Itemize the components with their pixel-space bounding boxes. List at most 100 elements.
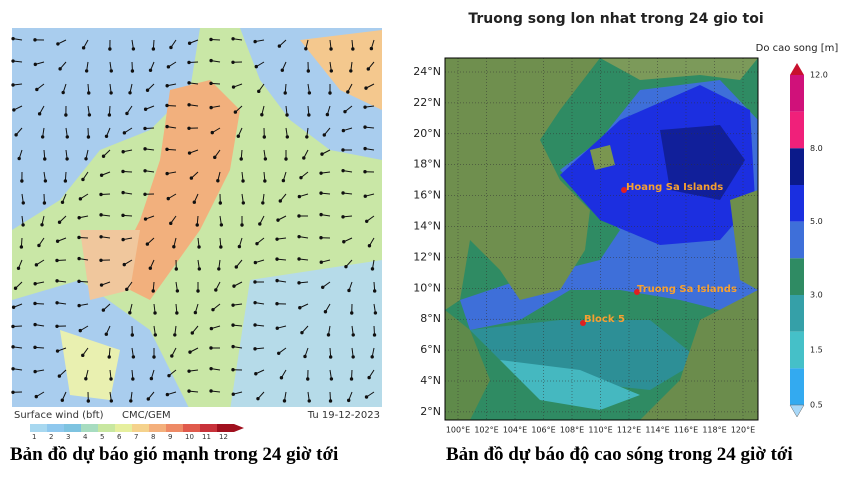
wind-arrow-head bbox=[109, 91, 113, 95]
legend-label: 1.5 bbox=[810, 346, 823, 355]
wind-scale-label: 8 bbox=[151, 433, 155, 440]
wind-arrow-head bbox=[195, 223, 199, 227]
wind-arrow-head bbox=[55, 258, 59, 263]
wind-arrow-head bbox=[16, 266, 21, 270]
wind-arrow-head bbox=[20, 179, 24, 183]
wind-arrow-head bbox=[57, 220, 62, 224]
wind-arrow-head bbox=[187, 103, 191, 107]
wind-arrow-head bbox=[277, 351, 281, 355]
wind-arrow-head bbox=[322, 133, 327, 137]
wind-scale-cell bbox=[200, 424, 217, 432]
wind-arrow-head bbox=[253, 39, 257, 44]
wind-arrow-head bbox=[305, 135, 309, 139]
wind-arrow-head bbox=[347, 288, 351, 293]
wind-arrow-head bbox=[346, 398, 351, 403]
wind-arrow-head bbox=[104, 134, 109, 138]
wind-arrow-head bbox=[306, 377, 310, 381]
wind-arrow-head bbox=[363, 146, 367, 151]
wind-arrow-head bbox=[169, 45, 173, 50]
wind-arrow-head bbox=[255, 241, 259, 246]
wind-arrow-head bbox=[87, 113, 92, 117]
wind-arrow-head bbox=[130, 333, 135, 337]
wind-arrow-head bbox=[209, 346, 213, 350]
wind-arrow-head bbox=[187, 126, 191, 130]
wind-scale-cell bbox=[166, 424, 183, 432]
wind-arrow-head bbox=[240, 223, 244, 227]
wave-map: 24°N 22°N 20°N 18°N 16°N 14°N 12°N 10°N 8°N 6°N 4°… bbox=[413, 57, 759, 435]
wind-arrow-head bbox=[370, 355, 374, 359]
wind-footer: Surface wind (bft) bbox=[14, 410, 104, 421]
wind-arrow-head bbox=[165, 147, 169, 152]
lat-label: 4°N bbox=[420, 374, 441, 387]
wind-arrow-head bbox=[121, 150, 125, 154]
wind-map: Surface wind (bft) CMC/GEM Tu 19-12-2023… bbox=[11, 28, 382, 441]
wind-arrow-head bbox=[253, 280, 257, 284]
lat-label: 8°N bbox=[420, 312, 441, 325]
wind-scale-cell bbox=[98, 424, 115, 432]
wind-arrow-head bbox=[60, 200, 65, 204]
wind-scale-label: 12 bbox=[219, 433, 228, 440]
wind-arrow-head bbox=[57, 374, 62, 378]
annotation: Block 5 bbox=[584, 314, 625, 325]
wind-date: Tu 19-12-2023 bbox=[307, 410, 380, 421]
wind-arrow-head bbox=[21, 201, 25, 205]
wind-arrow-head bbox=[11, 59, 15, 63]
legend-cell bbox=[790, 258, 804, 295]
wind-arrow-head bbox=[319, 236, 323, 240]
wind-arrow-head bbox=[282, 399, 287, 403]
lat-label: 10°N bbox=[413, 281, 441, 294]
wind-arrow-head bbox=[131, 355, 136, 359]
wind-scale-cell bbox=[30, 424, 47, 432]
wind-arrow-head bbox=[367, 375, 371, 380]
wind-arrow-head bbox=[363, 125, 367, 129]
wind-arrow-head bbox=[121, 190, 125, 195]
lon-label: 106°E bbox=[531, 426, 555, 435]
wind-arrow-head bbox=[84, 69, 89, 73]
wind-arrow-head bbox=[40, 223, 44, 227]
wind-arrow-head bbox=[231, 368, 235, 372]
wind-arrow-head bbox=[192, 200, 197, 204]
wind-arrow-head bbox=[280, 68, 285, 72]
wind-arrow-head bbox=[86, 399, 91, 403]
wind-arrow-head bbox=[60, 398, 65, 402]
wind-arrow-head bbox=[99, 283, 104, 287]
wind-arrow-head bbox=[61, 90, 65, 95]
wind-arrow-head bbox=[55, 279, 59, 283]
wind-arrow-head bbox=[366, 67, 371, 71]
legend-tip bbox=[790, 63, 804, 75]
wind-arrow-head bbox=[372, 289, 377, 293]
wind-arrow-head bbox=[11, 305, 16, 309]
wind-arrow-head bbox=[33, 62, 38, 67]
wind-arrow-head bbox=[35, 87, 39, 92]
wind-arrow-head bbox=[363, 194, 367, 198]
wind-arrow-head bbox=[33, 322, 37, 327]
annotation: Truong Sa Islands bbox=[637, 284, 737, 295]
wind-arrow-head bbox=[107, 113, 112, 117]
wind-arrow-head bbox=[253, 260, 258, 265]
wind-arrow-head bbox=[263, 157, 268, 161]
wind-arrow-head bbox=[121, 169, 125, 174]
wind-arrow-head bbox=[190, 331, 195, 335]
wind-arrow-head bbox=[364, 86, 368, 90]
lon-label: 120°E bbox=[731, 426, 755, 435]
wind-arrow-head bbox=[209, 366, 213, 371]
wind-arrow-head bbox=[104, 332, 109, 336]
wind-arrow-head bbox=[217, 267, 221, 271]
annotation: Hoang Sa Islands bbox=[626, 182, 723, 193]
wind-arrow-head bbox=[143, 192, 147, 196]
wind-scale-cell bbox=[64, 424, 81, 432]
wind-arrow-head bbox=[241, 179, 245, 183]
wind-scale-cell bbox=[183, 424, 200, 432]
wind-arrow-head bbox=[275, 326, 279, 330]
lon-label: 112°E bbox=[617, 426, 641, 435]
wind-arrow-head bbox=[306, 69, 311, 73]
wind-arrow-head bbox=[11, 345, 15, 349]
wind-arrow-head bbox=[281, 178, 286, 183]
legend-cell bbox=[790, 295, 804, 332]
wind-scale-label: 5 bbox=[100, 433, 104, 440]
legend-cell bbox=[790, 148, 804, 185]
wind-arrow-head bbox=[187, 369, 191, 373]
wind-arrow-head bbox=[81, 46, 86, 50]
wind-arrow-head bbox=[237, 244, 242, 249]
wind-arrow-head bbox=[231, 37, 235, 41]
